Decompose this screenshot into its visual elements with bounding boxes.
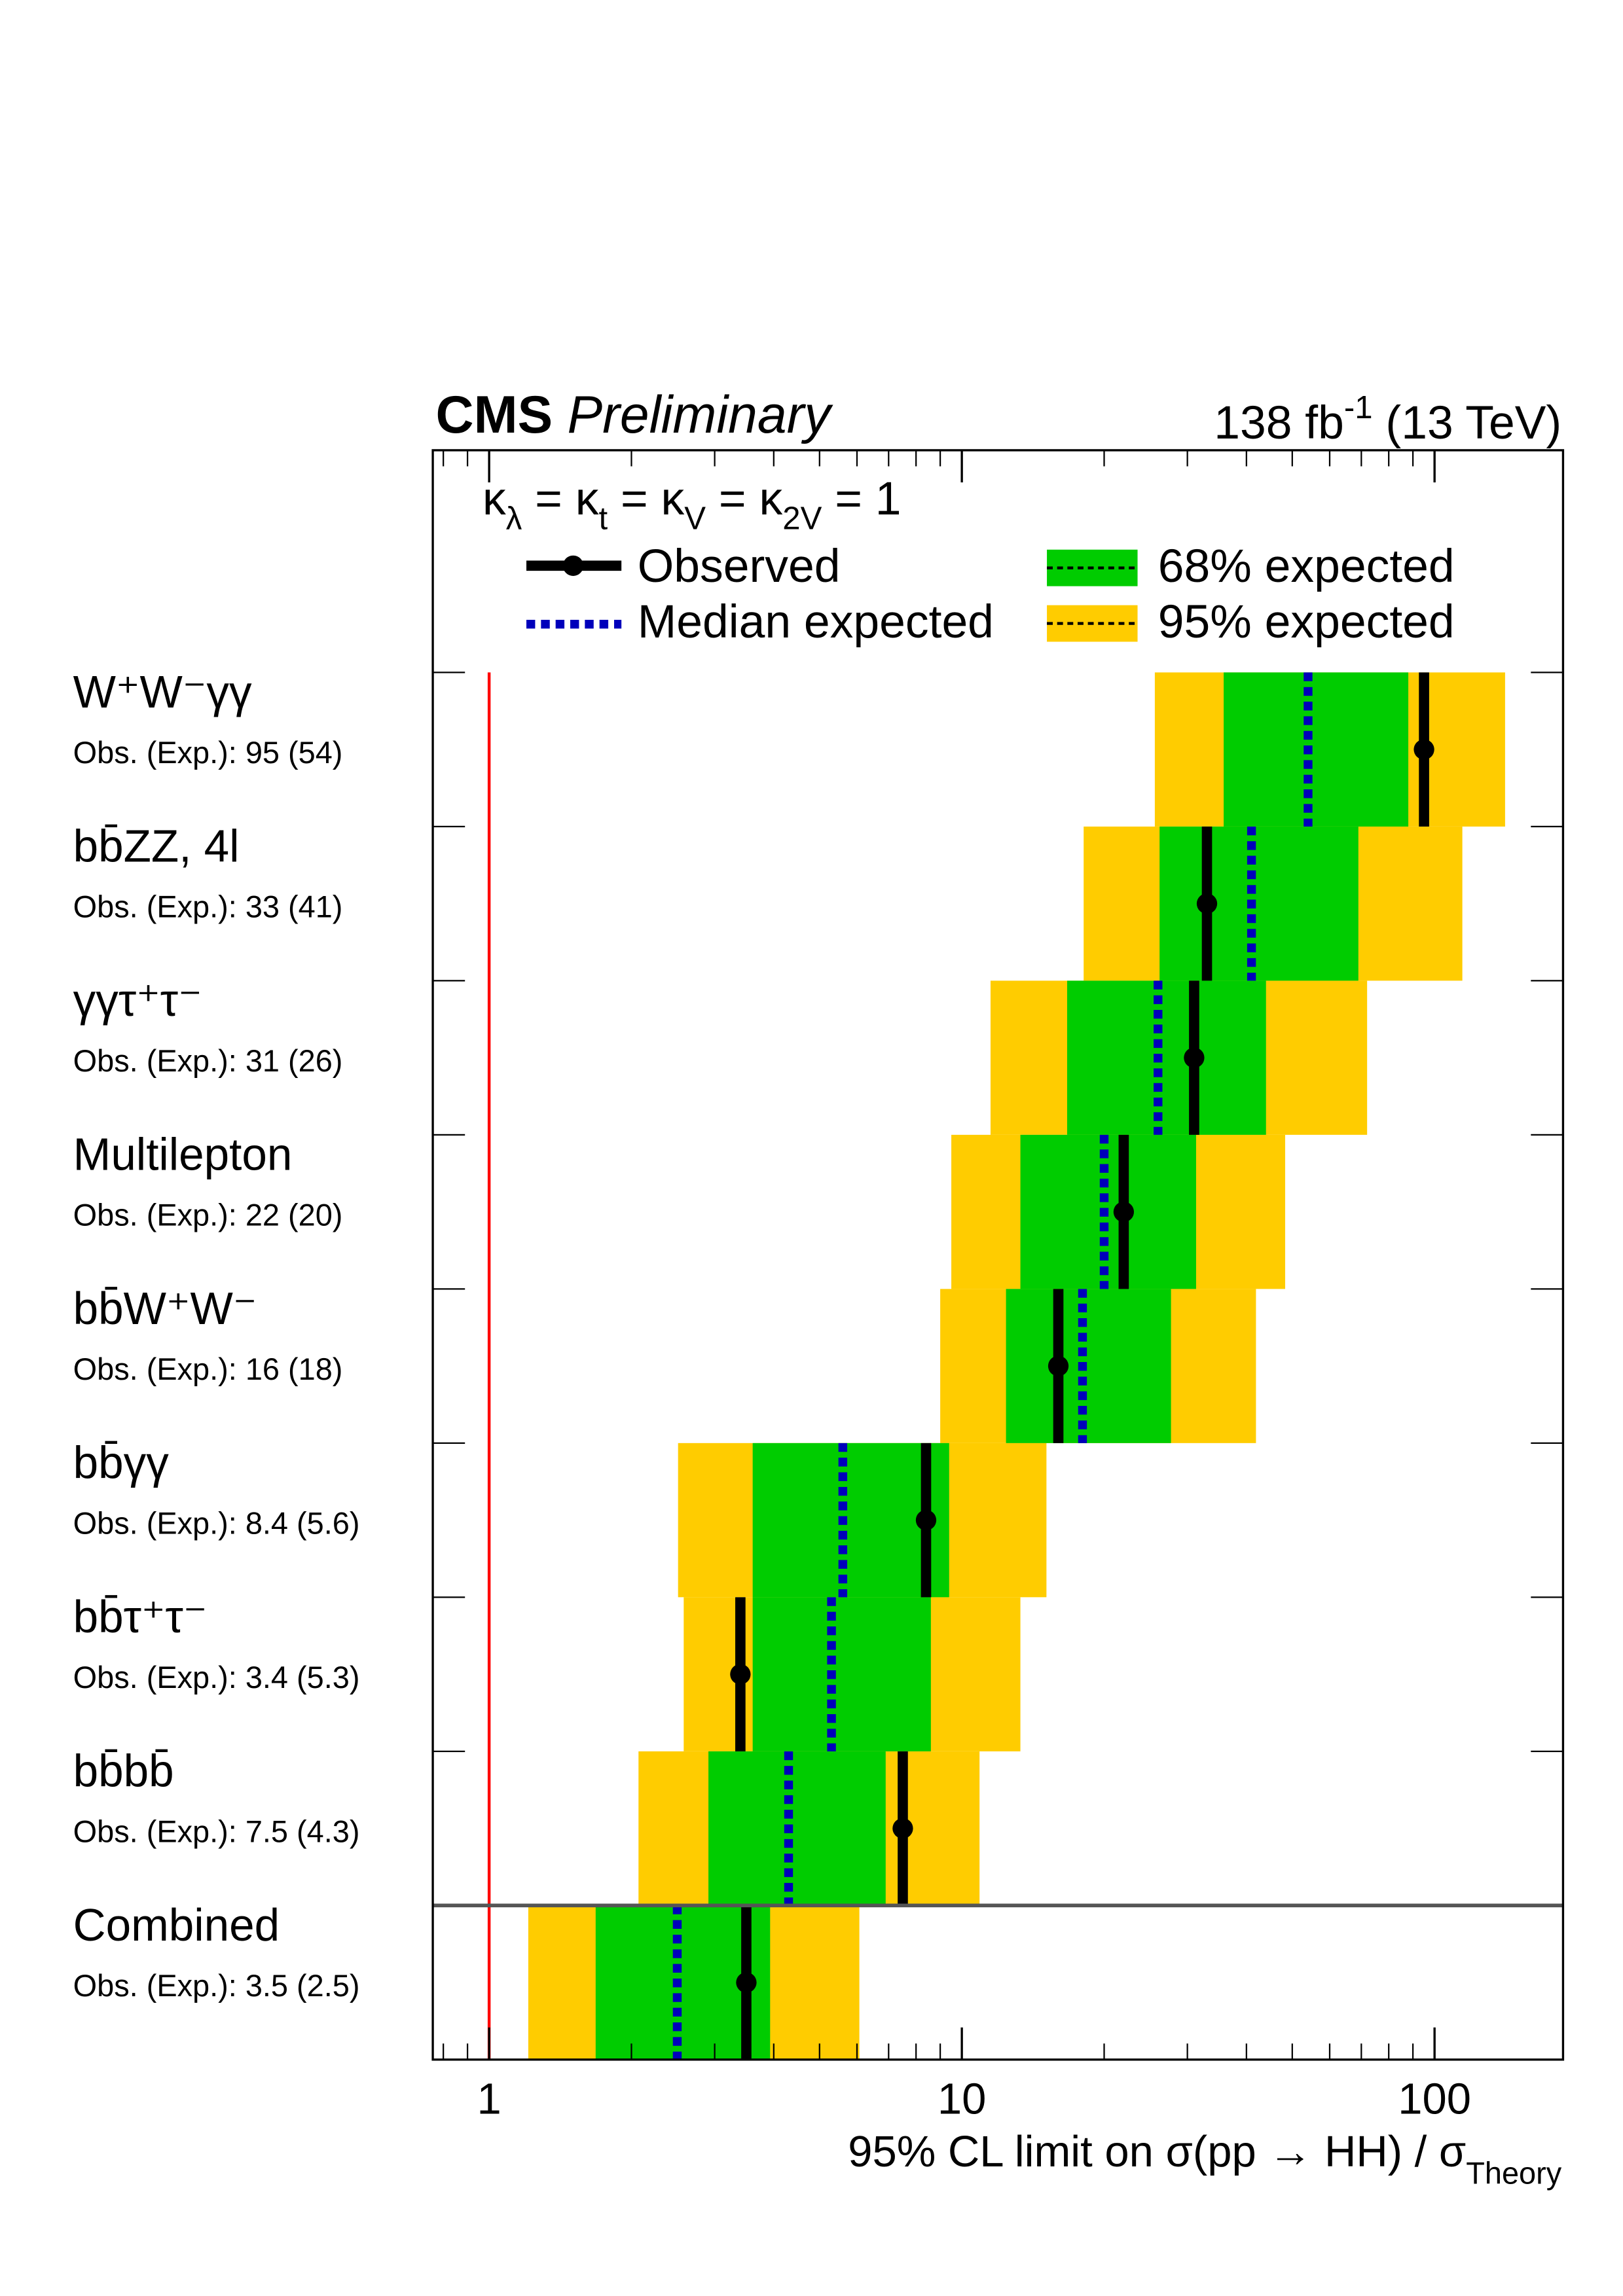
row-annotation: Obs. (Exp.): 3.5 (2.5) (73, 1969, 360, 2003)
plot-frame (431, 449, 1565, 2061)
legend-observed-point (562, 555, 584, 576)
legend-title-sub: V (684, 501, 706, 537)
row-annotation: Obs. (Exp.): 95 (54) (73, 736, 343, 770)
row-annotation: Obs. (Exp.): 22 (20) (73, 1198, 343, 1232)
row-annotation: Obs. (Exp.): 8.4 (5.6) (73, 1506, 360, 1540)
legend-label: Observed (638, 540, 841, 592)
legend-title-sub: λ (506, 501, 522, 537)
lumi-part: (13 TeV) (1373, 397, 1562, 449)
row-label: bb̄τ⁺τ⁻ (73, 1591, 208, 1642)
band (1224, 672, 1409, 827)
row-annotation: Obs. (Exp.): 7.5 (4.3) (73, 1814, 360, 1848)
legend-title-part: = κ (522, 473, 598, 525)
legend-label: Median expected (638, 596, 994, 648)
row-label: bb̄γγ (73, 1437, 170, 1488)
row-label: bb̄bb̄ (73, 1745, 174, 1796)
band (708, 1751, 886, 1906)
row-label: γγτ⁺τ⁻ (73, 975, 202, 1026)
legend-title-part: = 1 (822, 473, 901, 525)
legend-title-part: = κ (706, 473, 782, 525)
band (1006, 1289, 1171, 1443)
brand-name: CMS (436, 386, 553, 444)
x-tick-label: 10 (938, 2074, 987, 2123)
lumi-part: -1 (1344, 390, 1373, 425)
observed-point (1413, 739, 1434, 760)
legend-title-part: = κ (608, 473, 684, 525)
observed-point (1184, 1047, 1205, 1068)
legend-title-sub: t (598, 501, 608, 537)
row-label: Multilepton (73, 1128, 293, 1179)
observed-point (1048, 1355, 1069, 1376)
row-label: Combined (73, 1899, 280, 1950)
row-label: bb̄W⁺W⁻ (73, 1283, 257, 1334)
status: Preliminary (568, 386, 834, 444)
row-label: bb̄ZZ, 4l (73, 820, 240, 871)
row-annotation: Obs. (Exp.): 33 (41) (73, 889, 343, 924)
x-label-sub: Theory (1466, 2157, 1561, 2191)
observed-point (730, 1664, 751, 1685)
legend-title-sub: 2V (782, 501, 822, 537)
lumi: 138 fb-1 (13 TeV) (1214, 390, 1561, 449)
lumi-part: 138 fb (1214, 397, 1344, 449)
row-label: W⁺W⁻γγ (73, 666, 252, 717)
legend-title: κλ = κt = κV = κ2V = 1 (483, 473, 902, 536)
row-annotation: Obs. (Exp.): 31 (26) (73, 1044, 343, 1078)
observed-point (892, 1818, 913, 1839)
observed-point (736, 1972, 757, 1993)
row-annotation: Obs. (Exp.): 3.4 (5.3) (73, 1660, 360, 1695)
bands (528, 672, 1505, 2060)
x-tick-label: 100 (1398, 2074, 1471, 2123)
legend-label: 95% expected (1158, 596, 1455, 648)
observed-point (1196, 893, 1218, 914)
brand: CMS Preliminary (436, 386, 834, 444)
observed-point (1113, 1201, 1135, 1223)
x-label-part: 95% CL limit on σ(pp → HH) / σ (848, 2127, 1466, 2176)
x-axis-label: 95% CL limit on σ(pp → HH) / σTheory (848, 2127, 1562, 2191)
row-annotation: Obs. (Exp.): 16 (18) (73, 1352, 343, 1386)
legend-title-part: κ (483, 473, 506, 525)
band (1159, 826, 1359, 981)
x-tick-label: 1 (477, 2074, 501, 2123)
legend-label: 68% expected (1158, 540, 1455, 592)
band (1067, 980, 1266, 1135)
band (752, 1597, 931, 1751)
observed-point (915, 1509, 937, 1531)
